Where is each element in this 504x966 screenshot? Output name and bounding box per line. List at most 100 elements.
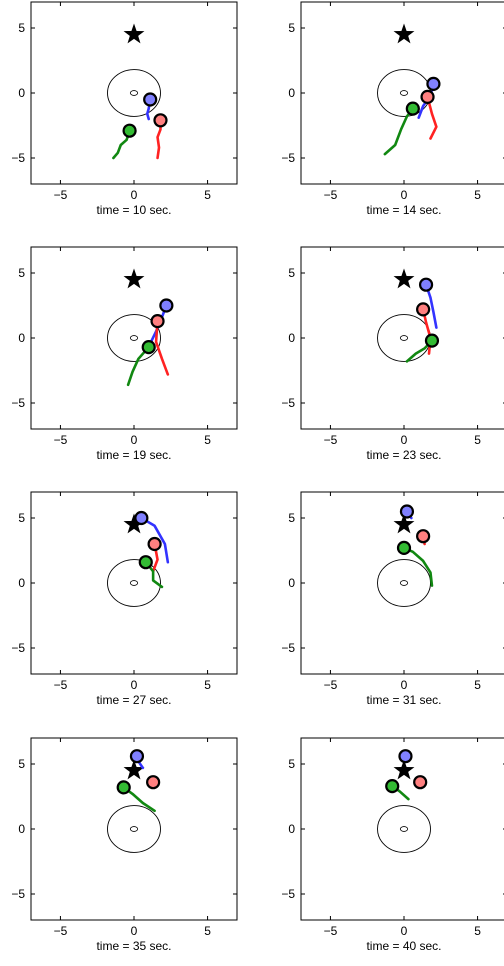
agent-red	[416, 302, 431, 317]
x-tick-label: 5	[474, 678, 481, 692]
trajectory-red	[426, 95, 438, 140]
agent-red	[147, 536, 162, 552]
plot-content	[377, 23, 441, 156]
star-marker	[393, 513, 415, 534]
y-tick-label: 5	[18, 757, 25, 771]
x-tick-label: 5	[204, 188, 211, 202]
center-marker	[129, 90, 139, 96]
agent-blue	[134, 510, 149, 526]
y-tick-label: 0	[18, 331, 25, 345]
x-axis-label: time = 10 sec.	[96, 203, 171, 217]
y-tick-label: 5	[288, 266, 295, 280]
y-tick-label: 5	[288, 511, 295, 525]
x-tick-label: −5	[324, 433, 338, 447]
agent-red	[150, 314, 165, 329]
plot-content	[377, 749, 431, 853]
plot-content	[377, 504, 434, 607]
trajectory-blue	[140, 516, 170, 564]
subplot-5: −5 0 5 −5 0 5 time = 27 sec.	[11, 491, 238, 707]
agent-red	[153, 113, 168, 128]
goal-circle	[107, 805, 161, 853]
goal-circle	[377, 314, 431, 362]
y-tick-label: 0	[288, 86, 295, 100]
center-marker	[399, 90, 409, 96]
goal-circle	[107, 69, 161, 117]
agent-blue	[399, 504, 415, 519]
x-tick-label: 5	[474, 188, 481, 202]
y-tick-label: −5	[11, 151, 25, 165]
y-tick-label: −5	[11, 641, 25, 655]
x-axis-label: time = 23 sec.	[366, 448, 441, 462]
agent-red	[416, 529, 431, 544]
x-tick-label: −5	[54, 433, 68, 447]
star-marker	[393, 268, 415, 289]
subplot-2: −5 0 5 −5 0 5 time = 14 sec.	[281, 1, 504, 217]
x-tick-label: −5	[54, 924, 68, 938]
y-tick-label: 0	[288, 331, 295, 345]
goal-circle	[107, 314, 161, 362]
x-tick-label: 5	[474, 924, 481, 938]
trajectory-green	[126, 345, 151, 387]
agent-green	[396, 540, 412, 556]
agent-red	[413, 775, 428, 790]
agent-green	[116, 780, 131, 795]
x-tick-label: 5	[204, 924, 211, 938]
agent-blue	[129, 749, 145, 764]
star-marker	[393, 759, 415, 780]
agent-blue	[398, 749, 413, 764]
y-tick-label: 0	[18, 822, 25, 836]
trajectory-green	[383, 107, 415, 156]
star-marker	[123, 759, 145, 780]
plot-content	[377, 268, 440, 363]
y-tick-label: −5	[281, 396, 295, 410]
subplot-4: −5 0 5 −5 0 5 time = 23 sec.	[281, 246, 504, 462]
x-tick-label: 0	[401, 433, 408, 447]
goal-circle	[377, 805, 431, 853]
goal-circle	[377, 559, 431, 607]
y-tick-label: 5	[18, 511, 25, 525]
x-tick-label: −5	[324, 924, 338, 938]
plot-content	[107, 268, 174, 387]
center-marker	[129, 580, 139, 586]
star-marker	[123, 268, 145, 289]
y-tick-label: −5	[281, 887, 295, 901]
x-tick-label: −5	[54, 188, 68, 202]
center-marker	[129, 826, 139, 832]
subplot-6: −5 0 5 −5 0 5 time = 31 sec.	[281, 491, 504, 707]
star-marker	[123, 23, 145, 44]
x-axis-label: time = 31 sec.	[366, 693, 441, 707]
x-axis-label: time = 14 sec.	[366, 203, 441, 217]
y-tick-label: 5	[18, 266, 25, 280]
x-tick-label: 5	[204, 678, 211, 692]
y-tick-label: −5	[11, 396, 25, 410]
x-tick-label: −5	[324, 188, 338, 202]
y-tick-label: 5	[18, 21, 25, 35]
x-axis-label: time = 19 sec.	[96, 448, 171, 462]
x-tick-label: −5	[324, 678, 338, 692]
y-tick-label: 0	[288, 576, 295, 590]
center-marker	[399, 580, 409, 586]
agent-green	[138, 555, 153, 570]
star-marker	[393, 23, 415, 44]
y-tick-label: 0	[18, 86, 25, 100]
x-axis-label: time = 27 sec.	[96, 693, 171, 707]
x-tick-label: 0	[401, 678, 408, 692]
plot-content	[107, 749, 161, 853]
agent-green	[141, 340, 156, 355]
x-tick-label: 0	[131, 433, 138, 447]
x-tick-label: 0	[401, 924, 408, 938]
x-tick-label: −5	[54, 678, 68, 692]
trajectory-red	[154, 319, 170, 376]
subplot-1: −5 0 5 −5 0 5 time = 10 sec.	[11, 1, 238, 217]
y-tick-label: −5	[281, 641, 295, 655]
x-tick-label: 5	[204, 433, 211, 447]
center-marker	[129, 335, 139, 341]
star-marker	[123, 513, 145, 534]
agent-green	[385, 778, 400, 794]
y-tick-label: 0	[288, 822, 295, 836]
y-tick-label: 5	[288, 757, 295, 771]
agent-green	[405, 101, 420, 116]
plot-content	[107, 510, 170, 607]
subplot-8: −5 0 5 −5 0 5 time = 40 sec.	[281, 737, 504, 953]
